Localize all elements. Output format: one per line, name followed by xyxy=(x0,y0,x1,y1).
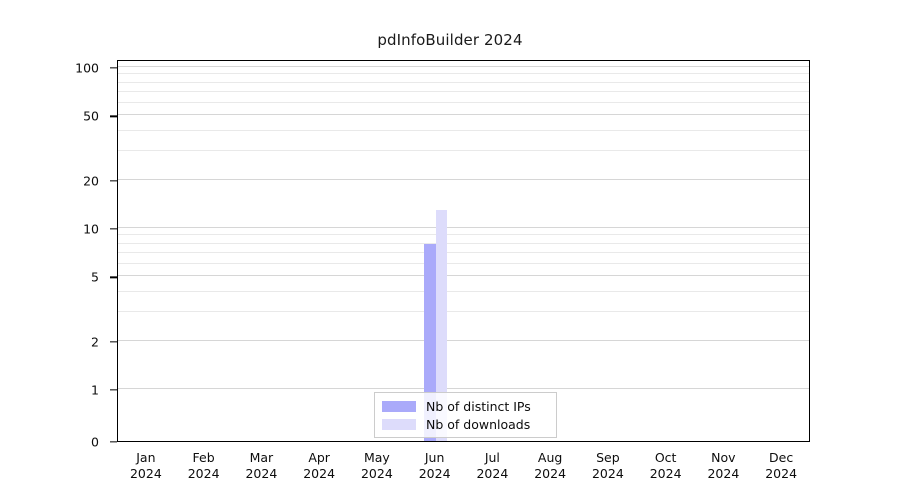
x-tick-label: Oct 2024 xyxy=(637,450,695,482)
legend-swatch-icon xyxy=(382,418,416,430)
x-tick-month: Jul xyxy=(484,450,500,465)
legend-item[interactable]: Nb of downloads xyxy=(382,415,549,433)
gridline xyxy=(118,101,809,103)
x-tick-label: Mar 2024 xyxy=(233,450,291,482)
x-tick-month: Sep xyxy=(596,450,620,465)
x-tick-label: May 2024 xyxy=(348,450,406,482)
y-tick-mark xyxy=(110,441,117,443)
gridline xyxy=(118,81,809,83)
x-tick-label: Aug 2024 xyxy=(521,450,579,482)
x-tick-month: Apr xyxy=(308,450,330,465)
x-tick-year: 2024 xyxy=(129,466,162,481)
x-tick-month: Mar xyxy=(249,450,274,465)
legend-label: Nb of downloads xyxy=(426,416,531,432)
gridline xyxy=(118,114,809,116)
x-tick-label: Dec 2024 xyxy=(752,450,810,482)
x-tick-year: 2024 xyxy=(245,466,278,481)
gridline xyxy=(118,130,809,132)
x-tick-label: Nov 2024 xyxy=(695,450,753,482)
y-tick-mark xyxy=(110,340,117,343)
x-tick-year: 2024 xyxy=(765,466,798,481)
x-tick-month: May xyxy=(363,450,390,465)
y-tick-label: 5 xyxy=(91,269,99,285)
x-tick-label: Sep 2024 xyxy=(579,450,637,482)
gridline xyxy=(118,234,809,236)
y-tick-label: 1 xyxy=(91,382,99,398)
x-tick-year: 2024 xyxy=(534,466,567,481)
x-tick-year: 2024 xyxy=(303,466,336,481)
y-axis: 0 1 2 5 10 20 50 100 xyxy=(0,60,117,450)
gridline xyxy=(118,242,809,244)
x-tick-month: Dec xyxy=(769,450,794,465)
legend-item[interactable]: Nb of distinct IPs xyxy=(382,397,549,415)
x-tick-label: Jan 2024 xyxy=(117,450,175,482)
x-tick-year: 2024 xyxy=(187,466,220,481)
x-tick-year: 2024 xyxy=(476,466,509,481)
y-tick-label: 0 xyxy=(91,434,99,450)
x-tick-month: Nov xyxy=(711,450,736,465)
x-axis: Jan 2024 Feb 2024 Mar 2024 Apr 2024 May 2024 Jun 20… xyxy=(117,444,810,492)
plot-area xyxy=(117,60,810,442)
bar xyxy=(435,209,448,441)
x-tick-month: Aug xyxy=(537,450,563,465)
legend-label: Nb of distinct IPs xyxy=(426,398,531,414)
gridline xyxy=(118,178,809,180)
y-tick-mark xyxy=(110,228,117,230)
gridline xyxy=(118,66,809,67)
y-tick-mark xyxy=(110,179,117,182)
gridline xyxy=(118,339,809,341)
x-tick-month: Jun xyxy=(424,450,445,465)
x-tick-label: Jun 2024 xyxy=(406,450,464,482)
y-tick-label: 10 xyxy=(83,221,99,237)
gridline xyxy=(118,262,809,264)
gridline xyxy=(118,388,809,389)
x-tick-month: Feb xyxy=(192,450,215,465)
gridline xyxy=(118,227,809,228)
gridline xyxy=(118,291,809,293)
gridline xyxy=(118,73,809,75)
gridline xyxy=(118,251,809,253)
chart-legend: Nb of distinct IPs Nb of downloads xyxy=(374,392,557,438)
y-tick-label: 50 xyxy=(83,108,99,124)
x-tick-year: 2024 xyxy=(591,466,624,481)
x-tick-label: Jul 2024 xyxy=(464,450,522,482)
x-tick-year: 2024 xyxy=(649,466,682,481)
y-tick-label: 2 xyxy=(91,334,99,350)
gridline xyxy=(118,311,809,313)
x-tick-year: 2024 xyxy=(360,466,393,481)
chart-title: pdInfoBuilder 2024 xyxy=(377,31,523,49)
y-tick-label: 100 xyxy=(75,60,99,76)
x-tick-label: Feb 2024 xyxy=(175,450,233,482)
x-tick-year: 2024 xyxy=(418,466,451,481)
gridline xyxy=(118,150,809,152)
y-tick-mark xyxy=(110,67,117,69)
y-tick-mark xyxy=(110,115,117,118)
x-tick-label: Apr 2024 xyxy=(290,450,348,482)
y-tick-mark xyxy=(110,389,117,391)
gridline xyxy=(118,90,809,92)
y-tick-mark xyxy=(110,276,117,279)
x-tick-year: 2024 xyxy=(707,466,740,481)
y-tick-label: 20 xyxy=(83,173,99,189)
legend-swatch-icon xyxy=(382,400,416,412)
x-tick-month: Jan xyxy=(136,450,156,465)
gridline xyxy=(118,275,809,277)
bar xyxy=(424,243,436,441)
x-tick-month: Oct xyxy=(654,450,677,465)
